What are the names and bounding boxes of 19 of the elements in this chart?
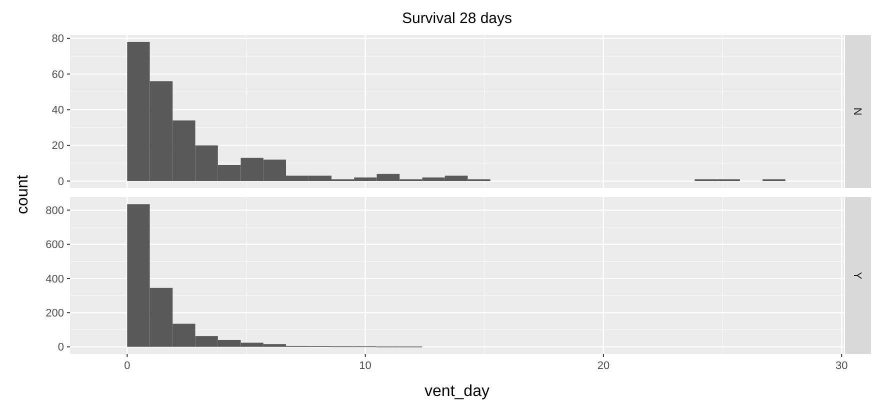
y-tick-label: 40	[52, 104, 64, 117]
y-tick-label: 20	[52, 140, 64, 152]
y-tick-label: 800	[46, 205, 64, 218]
chart-title: Survival 28 days	[402, 10, 512, 27]
y-tick-label: 400	[46, 273, 64, 286]
x-tick-label: 0	[124, 360, 130, 372]
y-tick-label: 0	[58, 342, 64, 354]
y-axis-title: count	[14, 174, 32, 214]
text: N	[851, 108, 864, 116]
x-tick-label: 10	[359, 360, 372, 372]
y-tick-label: 0	[58, 176, 64, 188]
y-tick-label: 60	[52, 68, 64, 81]
x-axis-title: vent_day	[424, 383, 490, 400]
y-tick-label: 80	[52, 33, 64, 46]
y-tick-label: 200	[46, 308, 64, 320]
x-tick-label: 30	[835, 360, 848, 372]
x-tick-label: 20	[597, 360, 610, 372]
text: Y	[851, 272, 864, 280]
y-tick-label: 600	[46, 239, 64, 252]
